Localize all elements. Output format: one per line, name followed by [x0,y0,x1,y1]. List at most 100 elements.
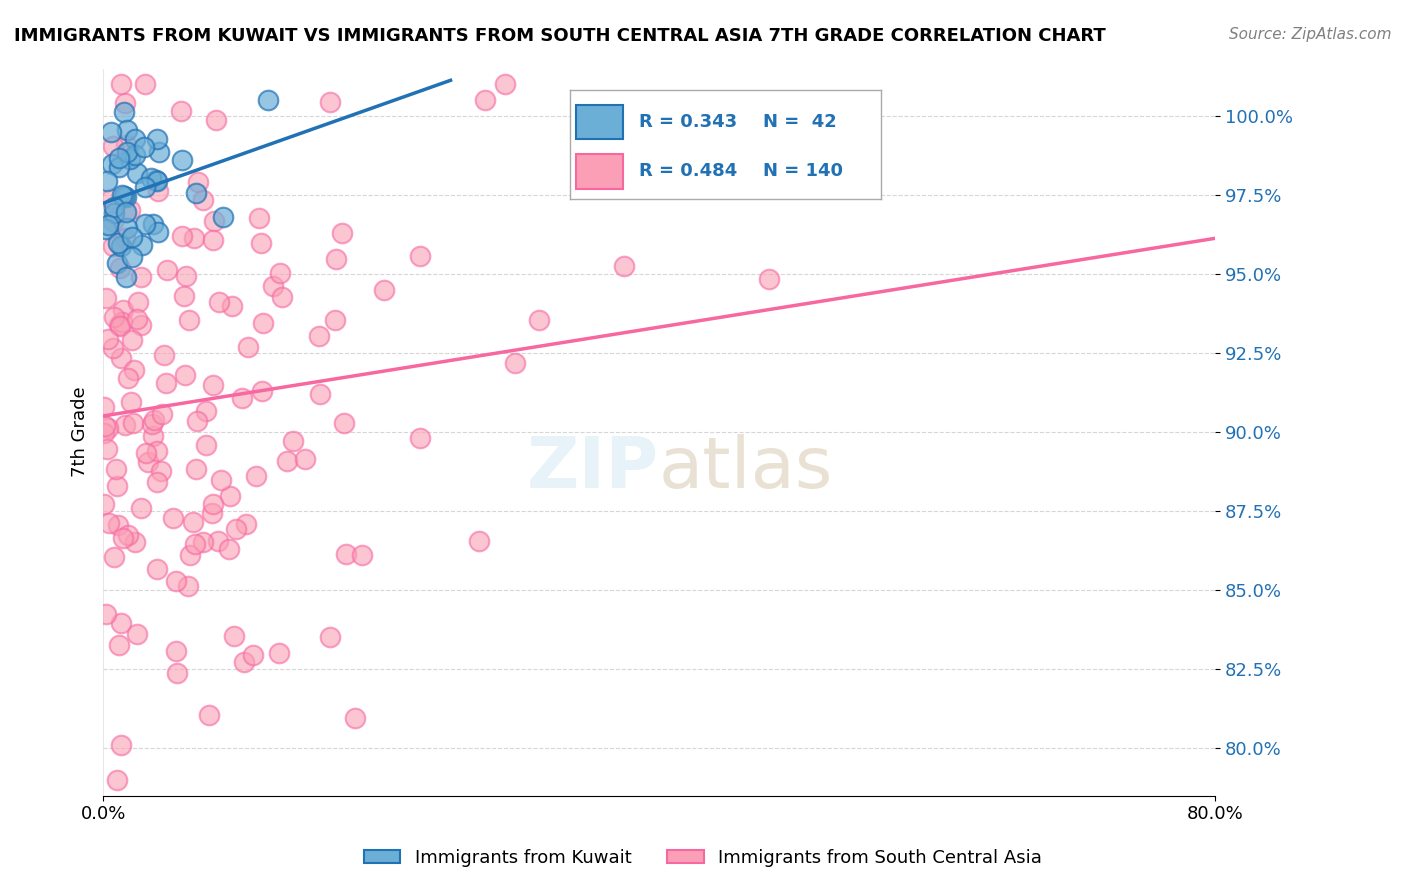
Point [409,431,432,445]
Point [467,533,489,548]
Point [145,173,167,187]
Point [148,184,170,198]
Point [94,419,117,434]
Point [110,615,132,630]
Point [343,711,366,725]
Point [352,548,374,562]
Point [129,318,152,332]
Y-axis label: 7th Grade: 7th Grade [72,387,89,477]
Point [373,283,395,297]
Point [267,646,290,660]
Point [111,315,134,329]
Point [170,153,193,167]
Point [174,368,197,382]
Point [110,78,132,92]
Point [107,517,129,532]
Point [93,425,115,440]
Point [121,230,143,244]
Point [96,607,118,622]
Point [100,193,122,207]
Point [409,249,432,263]
Point [294,452,316,467]
Point [110,351,132,366]
Point [141,170,163,185]
Point [150,464,173,478]
Point [103,549,125,564]
Point [177,579,200,593]
Point [93,400,115,414]
Point [225,522,247,536]
Point [142,217,165,231]
Legend: Immigrants from Kuwait, Immigrants from South Central Asia: Immigrants from Kuwait, Immigrants from … [357,842,1049,874]
Point [105,479,128,493]
Point [115,138,138,153]
Point [269,266,291,280]
Point [333,416,356,430]
Point [323,313,346,327]
Point [112,104,135,119]
Point [252,316,274,330]
Point [221,299,243,313]
Point [145,475,167,490]
Point [108,318,131,333]
Point [247,211,270,225]
Point [165,574,187,588]
Point [170,103,193,118]
Point [186,462,208,476]
Point [141,417,163,431]
Point [202,233,225,247]
Point [172,228,194,243]
Point [146,225,169,239]
Point [122,363,145,377]
Point [108,638,131,652]
Point [112,188,135,202]
Point [105,461,128,475]
Point [107,235,129,250]
Point [613,259,636,273]
Point [174,268,197,283]
Point [335,548,357,562]
Point [94,292,117,306]
Point [111,302,134,317]
Point [121,333,143,347]
Point [187,175,209,189]
Point [121,416,143,430]
Point [103,214,125,228]
Point [124,148,146,162]
Point [231,392,253,406]
Point [100,125,122,139]
Point [173,289,195,303]
Point [115,190,138,204]
Point [758,272,780,286]
Point [132,140,155,154]
Point [117,371,139,385]
Point [152,348,174,362]
Point [529,313,551,327]
Text: ZIP: ZIP [527,434,659,503]
Point [195,404,218,418]
Point [146,562,169,576]
Point [100,157,122,171]
Point [105,256,128,270]
Point [124,132,146,146]
Point [120,152,142,166]
Point [503,356,526,370]
Point [156,263,179,277]
Point [94,222,117,236]
Point [150,407,173,421]
Point [186,186,208,200]
Point [283,434,305,448]
Point [118,203,141,218]
Point [135,445,157,459]
Text: Source: ZipAtlas.com: Source: ZipAtlas.com [1229,27,1392,42]
Point [101,139,124,153]
Point [105,772,128,787]
Point [319,630,342,644]
Point [494,78,516,92]
Point [114,417,136,432]
Point [184,537,207,551]
Point [166,666,188,681]
Point [212,210,235,224]
Point [193,535,215,549]
Point [201,497,224,511]
